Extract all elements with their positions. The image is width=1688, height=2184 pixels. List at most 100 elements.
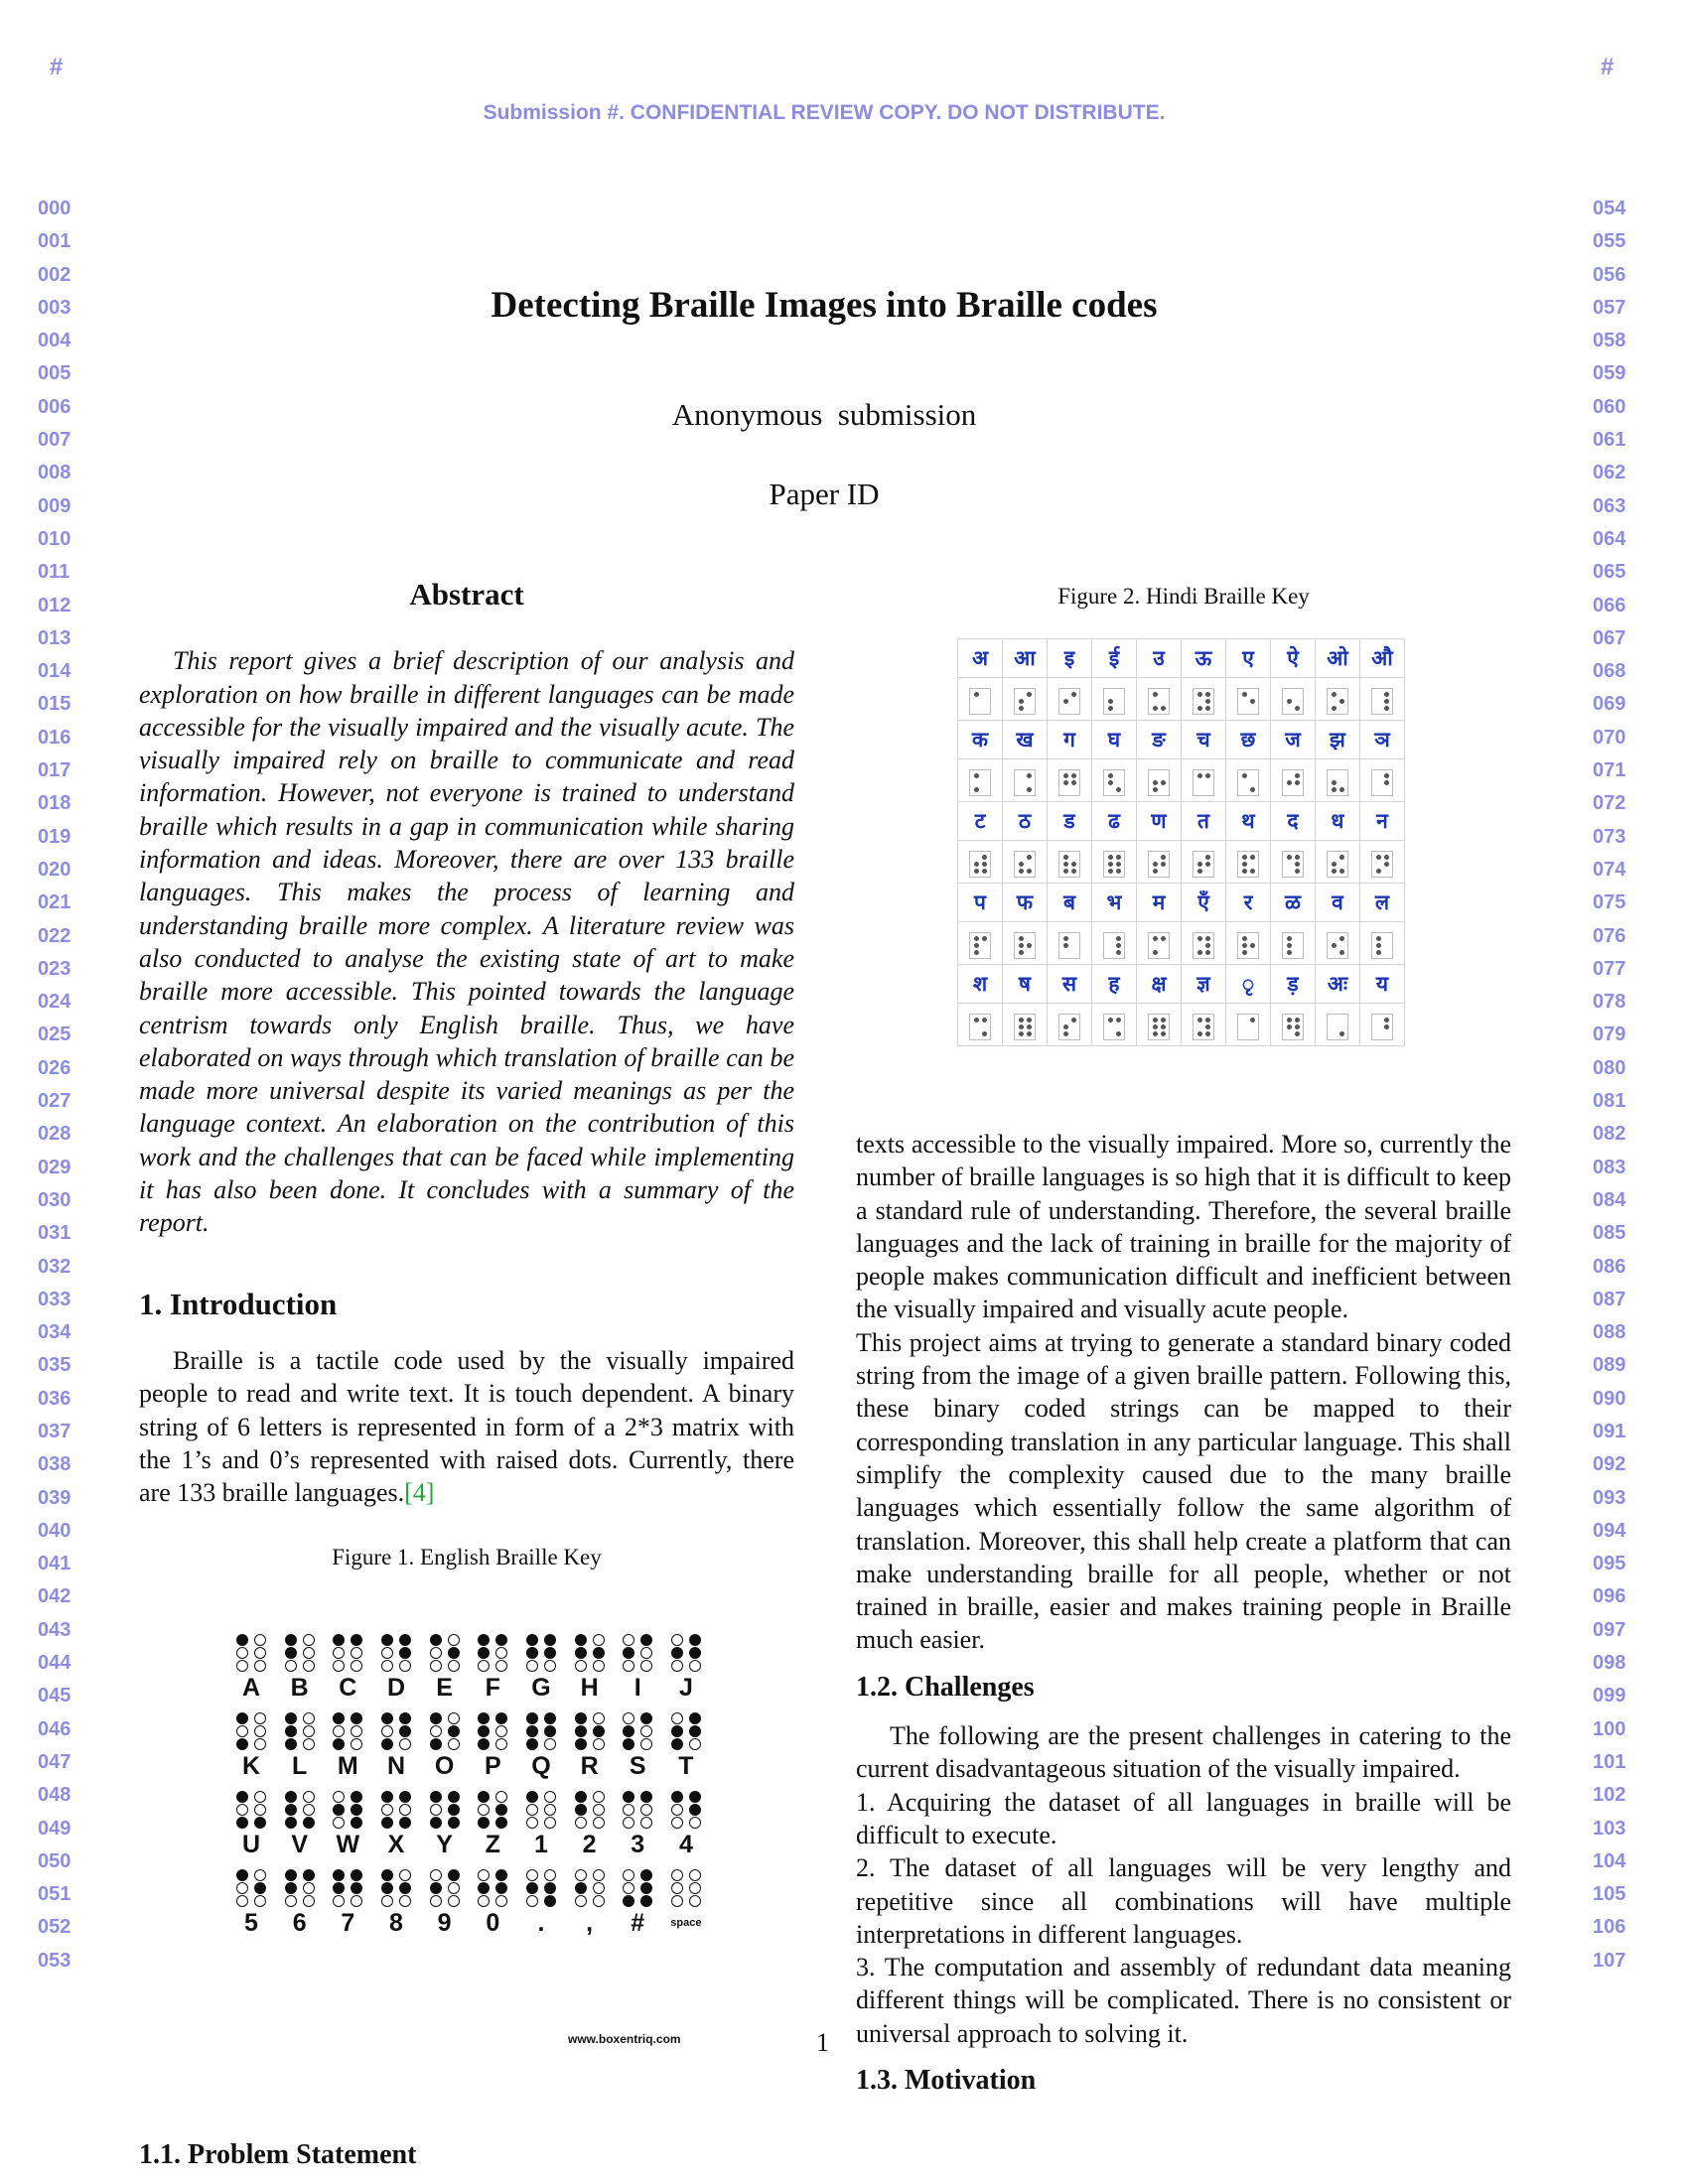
flat-dot	[1242, 787, 1247, 792]
hindi-braille-cell	[1315, 1003, 1360, 1046]
flat-dot	[1339, 706, 1344, 711]
flat-dot	[1027, 780, 1032, 785]
raised-dot	[478, 1816, 491, 1829]
flat-dot	[574, 1894, 587, 1907]
line-number: 100	[1593, 1717, 1626, 1740]
raised-dot	[1196, 705, 1202, 711]
hindi-letter: ग	[1047, 720, 1092, 759]
raised-dot	[1152, 1017, 1158, 1023]
braille-letter-label: M	[337, 1752, 358, 1780]
hindi-braille-cell	[1091, 921, 1137, 965]
flat-dot	[429, 1868, 442, 1881]
raised-dot	[623, 1894, 635, 1907]
raised-dot	[380, 1790, 393, 1803]
raised-dot	[1026, 691, 1032, 697]
flat-dot	[543, 1737, 556, 1750]
flat-dot	[974, 1031, 979, 1036]
flat-dot	[302, 1894, 315, 1907]
raised-dot	[495, 1816, 508, 1829]
raised-dot	[1241, 861, 1247, 867]
flat-dot	[1153, 699, 1158, 704]
raised-dot	[333, 1737, 346, 1750]
hindi-letter: म	[1136, 883, 1182, 922]
hindi-letter: ञ	[1359, 720, 1405, 759]
raised-dot	[1294, 1017, 1300, 1023]
hindi-braille-cell	[1225, 840, 1271, 884]
hindi-letter: व	[1315, 883, 1360, 922]
hindi-letter: ध	[1315, 801, 1360, 841]
hindi-braille-cell	[1225, 921, 1271, 965]
line-number: 026	[38, 1056, 71, 1079]
flat-dot	[1161, 950, 1166, 955]
flat-dot	[1197, 780, 1202, 785]
raised-dot	[973, 1017, 979, 1023]
flat-dot	[1063, 1018, 1068, 1023]
raised-dot	[1160, 854, 1166, 860]
raised-dot	[1204, 935, 1210, 941]
flat-dot	[670, 1633, 683, 1646]
raised-dot	[333, 1633, 346, 1646]
hindi-letter: ळ	[1270, 883, 1316, 922]
flat-dot	[1384, 950, 1389, 955]
raised-dot	[333, 1711, 346, 1724]
flat-dot	[592, 1894, 605, 1907]
raised-dot	[1018, 861, 1024, 867]
raised-dot	[1286, 942, 1292, 948]
hindi-letter: ण	[1136, 801, 1182, 841]
raised-dot	[1070, 691, 1076, 697]
flat-dot	[1161, 869, 1166, 874]
flat-dot	[1339, 773, 1344, 778]
raised-dot	[398, 1816, 411, 1829]
hindi-braille-cell	[1136, 1003, 1182, 1046]
braille-dot-grid	[969, 687, 991, 715]
braille-letter-label: 2	[582, 1831, 597, 1858]
line-number: 019	[38, 825, 71, 848]
left-column: Abstract This report gives a brief descr…	[139, 578, 794, 1574]
line-number: 008	[38, 462, 71, 484]
flat-dot	[254, 1894, 266, 1907]
flat-dot	[1027, 862, 1032, 867]
raised-dot	[284, 1868, 297, 1881]
flat-dot	[236, 1646, 248, 1659]
flat-dot	[640, 1803, 653, 1816]
braille-key-row: A B C D E F G H I J	[230, 1633, 707, 1704]
raised-dot	[1018, 1017, 1024, 1023]
flat-dot	[670, 1816, 683, 1829]
raised-dot	[525, 1790, 538, 1803]
flat-dot	[478, 1868, 491, 1881]
line-number: 000	[38, 198, 71, 219]
figure1-website: www.boxentriq.com	[568, 2032, 681, 2046]
line-number: 081	[1593, 1090, 1626, 1113]
raised-dot	[1026, 868, 1032, 874]
flat-dot	[1019, 780, 1024, 785]
raised-dot	[973, 949, 979, 955]
flat-dot	[640, 1816, 653, 1829]
flat-dot	[525, 1803, 538, 1816]
line-number: 025	[38, 1024, 71, 1046]
flat-dot	[333, 1790, 346, 1803]
raised-dot	[1286, 779, 1292, 785]
hindi-braille-cell	[1091, 758, 1137, 802]
flat-dot	[380, 1646, 393, 1659]
braille-dot-grid	[1371, 850, 1393, 878]
raised-dot	[1026, 1030, 1032, 1036]
raised-dot	[1107, 861, 1113, 867]
line-number: 060	[1593, 395, 1626, 418]
citation-link[interactable]: 4	[412, 1478, 426, 1508]
braille-cell: space	[665, 1868, 707, 1939]
flat-dot	[982, 780, 987, 785]
line-number: 013	[38, 626, 71, 649]
flat-dot	[380, 1803, 393, 1816]
braille-dot-grid	[669, 1711, 702, 1750]
raised-dot	[543, 1881, 556, 1894]
flat-dot	[1108, 1024, 1113, 1029]
hindi-letter: ढ	[1091, 801, 1137, 841]
flat-dot	[688, 1868, 701, 1881]
flat-dot	[525, 1868, 538, 1881]
line-number: 003	[38, 296, 71, 319]
line-number: 046	[38, 1717, 71, 1740]
corner-mark-right: #	[1601, 54, 1615, 80]
raised-dot	[574, 1711, 587, 1724]
flat-dot	[284, 1894, 297, 1907]
raised-dot	[284, 1646, 297, 1659]
